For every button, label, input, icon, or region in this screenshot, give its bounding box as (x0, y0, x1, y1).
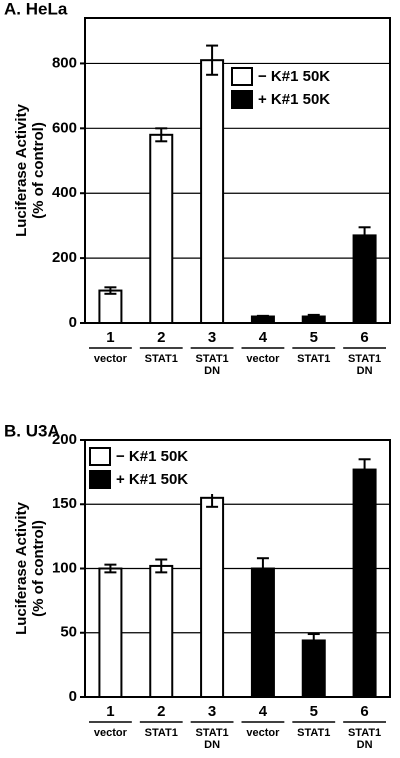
bar (149, 564, 174, 698)
category-name: STAT1 (297, 353, 330, 365)
bar (250, 567, 275, 698)
y-tick-label: 50 (60, 624, 77, 641)
legend-label: + K#1 50K (116, 471, 188, 488)
category-name: DN (204, 739, 220, 751)
y-tick-label: 0 (69, 688, 77, 705)
category-name: vector (94, 727, 128, 739)
x-tick-label: 3 (208, 329, 216, 346)
y-tick-label: 200 (52, 431, 77, 448)
category-name: STAT1 (195, 353, 228, 365)
y-tick-label: 100 (52, 559, 77, 576)
x-tick-label: 2 (157, 703, 165, 720)
panel-title: A. HeLa (4, 0, 68, 18)
bar (352, 234, 377, 324)
y-tick-label: 200 (52, 249, 77, 266)
y-tick-label: 800 (52, 54, 77, 71)
bar (301, 639, 326, 699)
bar (98, 289, 123, 324)
legend-swatch (231, 90, 253, 109)
y-axis-label: (% of control) (30, 122, 47, 219)
category-name: STAT1 (297, 727, 330, 739)
legend-swatch (231, 67, 253, 86)
y-axis-label: (% of control) (30, 520, 47, 617)
category-name: DN (357, 365, 373, 377)
legend-label: + K#1 50K (258, 91, 330, 108)
x-tick-label: 5 (310, 703, 318, 720)
x-tick-label: 6 (360, 703, 368, 720)
y-tick-label: 150 (52, 495, 77, 512)
panel-title: B. U3A (4, 421, 60, 440)
plot-frame (84, 17, 391, 324)
bar (200, 496, 225, 699)
category-name: DN (204, 365, 220, 377)
plot-frame (84, 439, 391, 698)
category-name: STAT1 (195, 727, 228, 739)
x-tick-label: 1 (106, 329, 114, 346)
bar (149, 133, 174, 324)
category-name: DN (357, 739, 373, 751)
category-name: vector (94, 353, 128, 365)
bar (200, 59, 225, 325)
y-tick-label: 400 (52, 184, 77, 201)
x-tick-label: 4 (259, 329, 268, 346)
legend-label: − K#1 50K (116, 448, 188, 465)
x-tick-label: 6 (360, 329, 368, 346)
x-tick-label: 2 (157, 329, 165, 346)
y-axis-label: Luciferase Activity (13, 103, 30, 236)
legend-swatch (89, 447, 111, 466)
x-tick-label: 1 (106, 703, 114, 720)
x-tick-label: 4 (259, 703, 268, 720)
bar (98, 567, 123, 698)
category-name: vector (246, 353, 280, 365)
bar (352, 468, 377, 698)
y-tick-label: 0 (69, 314, 77, 331)
category-name: STAT1 (145, 353, 178, 365)
y-tick-label: 600 (52, 119, 77, 136)
category-name: STAT1 (348, 727, 381, 739)
category-name: STAT1 (145, 727, 178, 739)
x-tick-label: 5 (310, 329, 318, 346)
category-name: STAT1 (348, 353, 381, 365)
category-name: vector (246, 727, 280, 739)
legend-label: − K#1 50K (258, 68, 330, 85)
y-axis-label: Luciferase Activity (13, 501, 30, 634)
x-tick-label: 3 (208, 703, 216, 720)
legend-swatch (89, 470, 111, 489)
